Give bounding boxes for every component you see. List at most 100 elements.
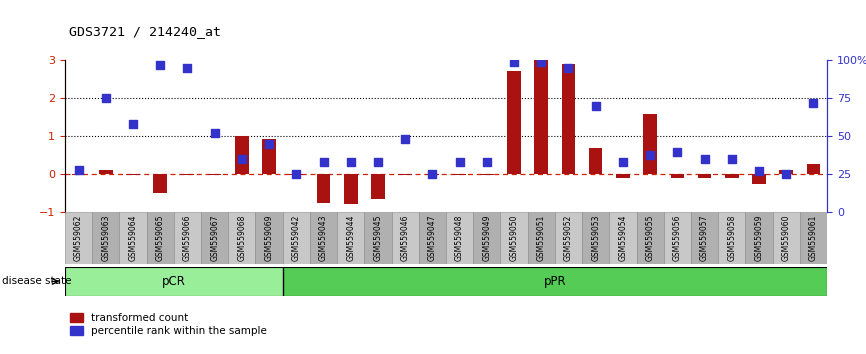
Point [235, 156, 249, 162]
Point [425, 172, 439, 177]
Bar [235, 136, 249, 175]
Bar [746, 212, 772, 264]
Text: GDS3721 / 214240_at: GDS3721 / 214240_at [69, 25, 222, 38]
Bar [317, 175, 330, 203]
Point [561, 65, 575, 70]
Text: GSM559060: GSM559060 [782, 215, 791, 262]
Bar [527, 212, 555, 264]
Bar [201, 212, 229, 264]
Bar [65, 212, 92, 264]
Bar [610, 212, 637, 264]
Point [262, 141, 276, 147]
Bar [806, 164, 820, 175]
Point [725, 156, 739, 162]
Bar [453, 175, 467, 176]
Text: GSM559053: GSM559053 [591, 215, 600, 262]
Text: GSM559069: GSM559069 [265, 215, 274, 262]
Text: GSM559047: GSM559047 [428, 215, 436, 262]
Text: GSM559062: GSM559062 [74, 215, 83, 261]
Bar [120, 212, 146, 264]
Text: disease state: disease state [2, 276, 71, 286]
Bar [582, 212, 610, 264]
Bar [262, 139, 276, 175]
Bar [208, 175, 222, 176]
Bar [282, 212, 310, 264]
Point [480, 159, 494, 165]
Bar [425, 175, 439, 176]
Bar [344, 175, 358, 204]
Text: GSM559048: GSM559048 [456, 215, 464, 261]
Point [670, 149, 684, 154]
Point [289, 172, 303, 177]
Bar [65, 267, 282, 296]
Bar [501, 212, 527, 264]
Bar [365, 212, 391, 264]
Text: GSM559046: GSM559046 [401, 215, 410, 262]
Bar [229, 212, 255, 264]
Text: GSM559061: GSM559061 [809, 215, 818, 261]
Bar [99, 170, 113, 175]
Bar [753, 175, 766, 184]
Bar [174, 212, 201, 264]
Point [344, 159, 358, 165]
Bar [589, 148, 603, 175]
Point [616, 159, 630, 165]
Bar [126, 175, 139, 176]
Point [99, 95, 113, 101]
Text: GSM559059: GSM559059 [754, 215, 764, 262]
Bar [643, 114, 657, 175]
Point [126, 121, 140, 127]
Text: GSM559066: GSM559066 [183, 215, 192, 262]
Point [779, 172, 793, 177]
Text: GSM559067: GSM559067 [210, 215, 219, 262]
Text: GSM559057: GSM559057 [700, 215, 709, 262]
Text: GSM559051: GSM559051 [537, 215, 546, 261]
Point [589, 103, 603, 109]
Point [643, 152, 657, 158]
Point [180, 65, 194, 70]
Bar [372, 175, 385, 199]
Point [806, 100, 820, 105]
Bar [72, 175, 86, 176]
Bar [691, 212, 718, 264]
Bar [637, 212, 663, 264]
Text: GSM559042: GSM559042 [292, 215, 301, 261]
Legend: transformed count, percentile rank within the sample: transformed count, percentile rank withi… [70, 313, 267, 336]
Point [153, 62, 167, 68]
Text: GSM559058: GSM559058 [727, 215, 736, 261]
Text: GSM559054: GSM559054 [618, 215, 627, 262]
Text: GSM559045: GSM559045 [373, 215, 383, 262]
Bar [670, 175, 684, 178]
Bar [310, 212, 337, 264]
Bar [779, 170, 793, 175]
Bar [555, 212, 582, 264]
Bar [616, 175, 630, 178]
Text: GSM559065: GSM559065 [156, 215, 165, 262]
Point [371, 159, 385, 165]
Bar [92, 212, 120, 264]
Point [752, 169, 766, 174]
Bar [800, 212, 827, 264]
Text: pCR: pCR [162, 275, 185, 288]
Point [317, 159, 331, 165]
Text: GSM559043: GSM559043 [319, 215, 328, 262]
Text: GSM559056: GSM559056 [673, 215, 682, 262]
Bar [446, 212, 473, 264]
Text: GSM559063: GSM559063 [101, 215, 110, 262]
Bar [534, 60, 548, 175]
Bar [725, 175, 739, 178]
Text: GSM559050: GSM559050 [509, 215, 519, 262]
Point [507, 59, 521, 64]
Bar [507, 71, 520, 175]
Text: GSM559052: GSM559052 [564, 215, 573, 261]
Bar [282, 267, 841, 296]
Text: GSM559064: GSM559064 [128, 215, 138, 262]
Bar [772, 212, 800, 264]
Bar [480, 175, 494, 176]
Bar [391, 212, 419, 264]
Bar [153, 175, 167, 193]
Point [534, 59, 548, 64]
Text: GSM559055: GSM559055 [646, 215, 655, 262]
Point [453, 159, 467, 165]
Bar [473, 212, 501, 264]
